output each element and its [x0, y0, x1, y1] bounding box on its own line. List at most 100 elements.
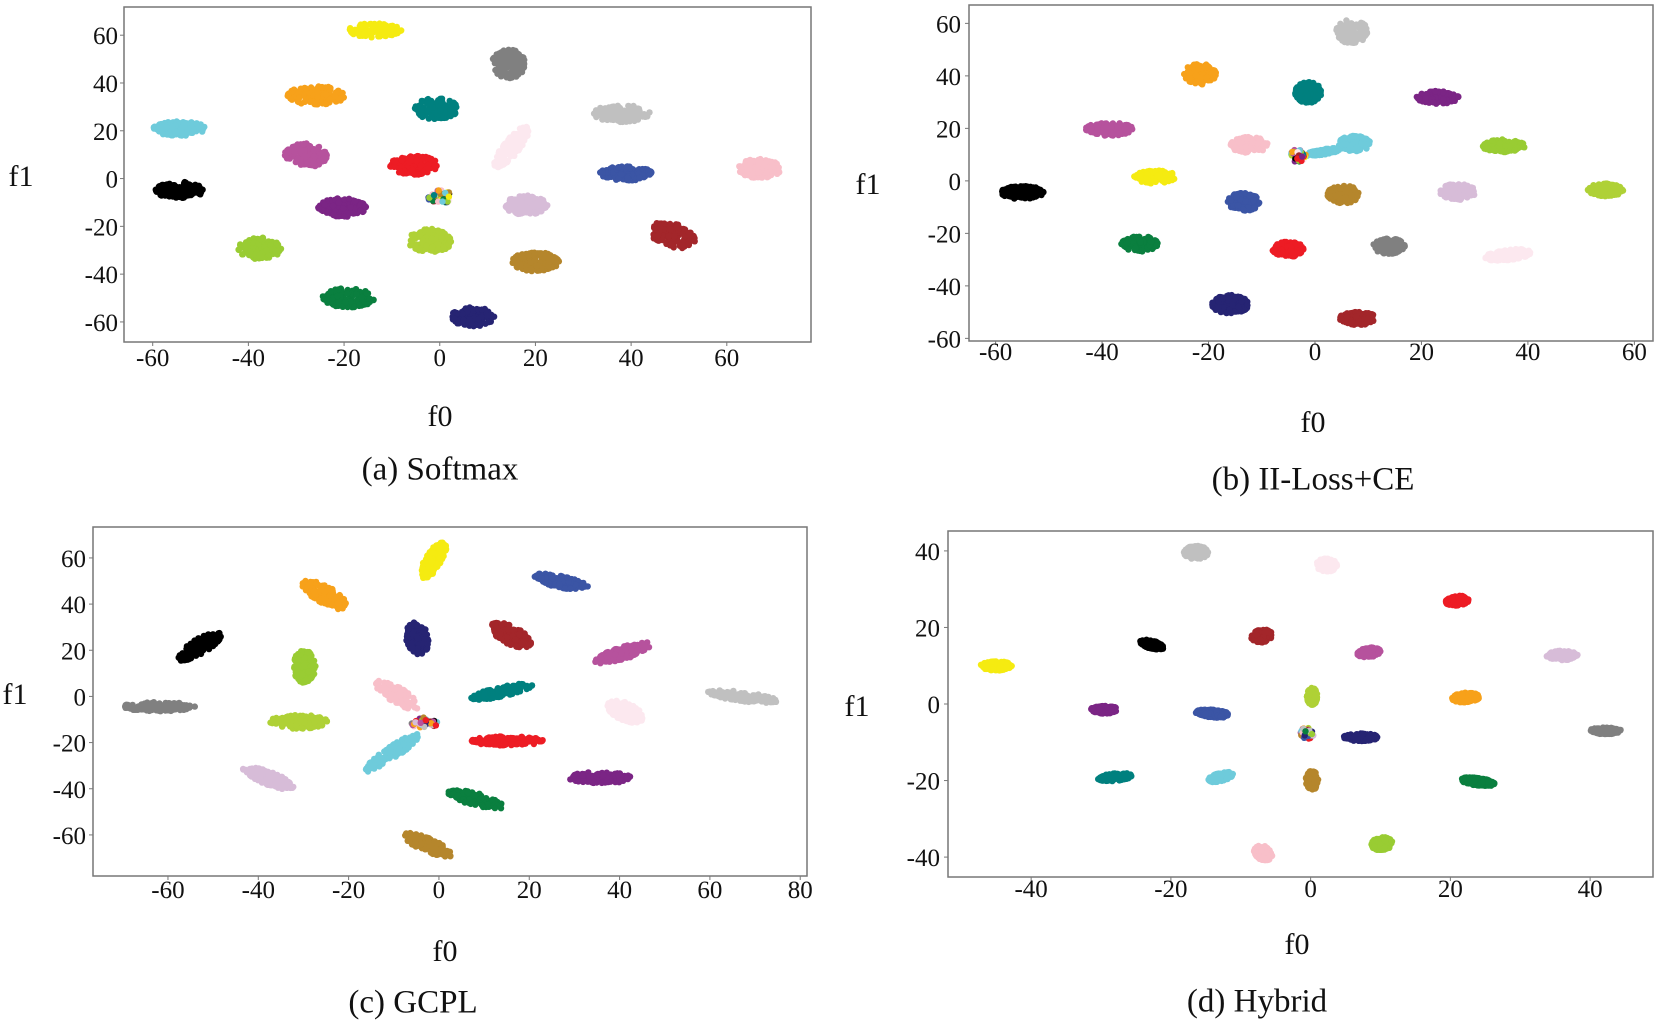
point: [626, 103, 633, 110]
x-tick-label: 60: [714, 345, 739, 372]
point: [600, 107, 607, 115]
point: [517, 261, 524, 268]
cluster-mixed: [425, 187, 453, 206]
point: [761, 161, 768, 168]
point: [755, 156, 762, 163]
point: [159, 131, 167, 138]
point: [1351, 186, 1358, 193]
point: [428, 114, 435, 121]
point: [1012, 192, 1019, 200]
point: [532, 200, 539, 207]
point: [1357, 25, 1365, 32]
point: [1337, 20, 1344, 27]
point: [1343, 197, 1350, 204]
point: [423, 242, 430, 249]
point: [360, 30, 368, 37]
point: [1483, 139, 1491, 146]
point: [665, 233, 672, 240]
point: [668, 240, 675, 248]
point: [1299, 153, 1306, 160]
point: [518, 254, 525, 261]
point: [437, 107, 444, 114]
point: [1108, 131, 1115, 139]
point: [317, 157, 324, 164]
point: [179, 123, 186, 130]
point: [551, 258, 559, 265]
cluster-blue: [597, 163, 655, 184]
point: [405, 158, 413, 166]
point: [1087, 124, 1095, 131]
point: [1327, 192, 1334, 200]
point: [1151, 178, 1159, 185]
point: [301, 152, 309, 159]
point: [322, 91, 330, 99]
point: [685, 229, 693, 237]
point: [345, 195, 353, 202]
point: [516, 193, 523, 200]
point: [322, 100, 329, 108]
point: [506, 70, 513, 77]
point: [1242, 143, 1250, 151]
y-tick-label: 20: [93, 119, 118, 146]
point: [492, 56, 499, 63]
point: [546, 258, 553, 265]
point: [315, 205, 322, 212]
point: [273, 239, 280, 246]
point: [1483, 145, 1490, 153]
point: [490, 313, 498, 320]
point: [1348, 21, 1355, 29]
point: [189, 127, 197, 135]
point: [1457, 196, 1464, 203]
point: [183, 185, 190, 192]
point: [1453, 183, 1461, 191]
point: [1342, 188, 1350, 195]
point: [435, 97, 442, 104]
point: [500, 154, 508, 161]
cluster-black: [152, 178, 206, 201]
point: [618, 171, 625, 178]
point: [177, 129, 184, 136]
point: [1498, 148, 1506, 155]
point: [339, 205, 347, 212]
point: [1310, 79, 1317, 87]
point: [776, 169, 783, 176]
point: [408, 231, 415, 239]
point: [256, 251, 263, 259]
point: [508, 195, 515, 203]
point: [1004, 185, 1012, 192]
point: [447, 238, 455, 245]
point: [1242, 198, 1249, 205]
point: [398, 169, 405, 176]
point: [755, 169, 762, 176]
point: [1139, 247, 1146, 254]
point: [409, 169, 416, 177]
point: [626, 118, 633, 125]
point: [505, 54, 512, 61]
point: [1233, 193, 1240, 200]
point: [469, 307, 477, 314]
point: [169, 193, 176, 200]
y-tick-label: -40: [85, 262, 118, 289]
point: [1115, 130, 1123, 138]
y-tick-label: 60: [93, 23, 118, 50]
point: [412, 243, 420, 250]
point: [527, 265, 535, 273]
point: [738, 166, 745, 173]
point: [508, 62, 516, 70]
point: [1262, 140, 1269, 147]
point: [525, 252, 532, 259]
point: [532, 210, 539, 217]
point: [425, 165, 432, 172]
point: [1450, 191, 1458, 198]
point: [1093, 127, 1101, 135]
point: [1186, 69, 1193, 76]
point: [341, 213, 348, 220]
point: [1301, 96, 1308, 103]
point: [1186, 78, 1193, 85]
point: [516, 145, 523, 152]
point: [432, 162, 439, 169]
point: [1336, 199, 1343, 207]
point: [1019, 185, 1026, 192]
point: [156, 124, 164, 131]
point: [679, 230, 686, 238]
